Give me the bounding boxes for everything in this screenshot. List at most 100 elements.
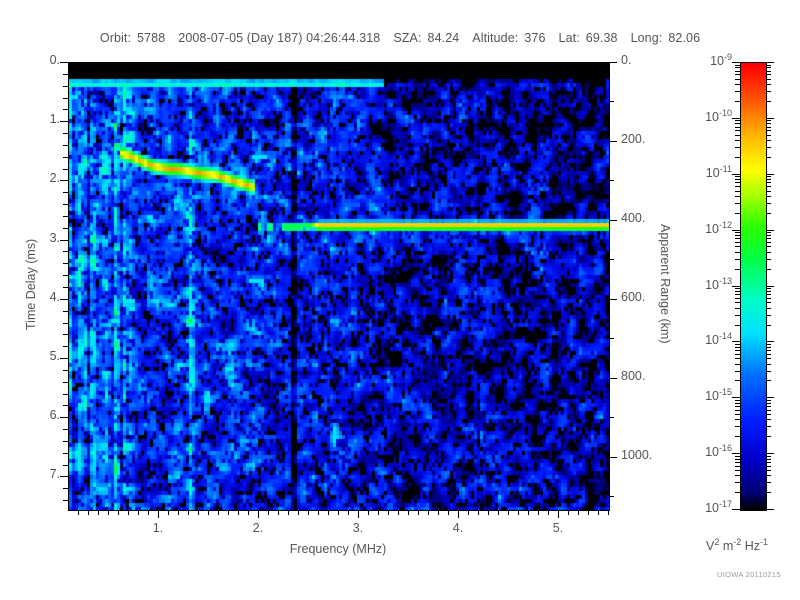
colorbar-minor-tick <box>735 315 740 316</box>
colorbar-tick-label: 10-16 <box>705 443 732 460</box>
colorbar-minor-tick <box>766 470 771 471</box>
colorbar-minor-tick <box>735 191 740 192</box>
x-minor-tick <box>478 510 479 515</box>
y-minor-tick <box>63 334 68 335</box>
colorbar-minor-tick <box>766 364 771 365</box>
longitude-value: 82.06 <box>668 31 701 45</box>
colorbar-major-tick <box>732 174 740 175</box>
x-major-tick <box>258 510 259 518</box>
colorbar-minor-tick <box>766 426 771 427</box>
x-minor-tick <box>438 510 439 515</box>
x-minor-tick <box>598 510 599 515</box>
y-minor-tick <box>63 465 68 466</box>
colorbar-minor-tick <box>735 358 740 359</box>
y2-tick-label: 0. <box>621 53 632 67</box>
colorbar-minor-tick <box>735 135 740 136</box>
x-minor-tick <box>338 510 339 515</box>
colorbar-minor-tick <box>735 426 740 427</box>
colorbar-minor-tick <box>766 140 771 141</box>
colorbar-minor-tick <box>735 414 740 415</box>
colorbar <box>740 62 767 511</box>
colorbar-minor-tick <box>735 294 740 295</box>
y-tick-label: 3. <box>49 231 60 245</box>
sza-value: 84.24 <box>427 31 460 45</box>
x-minor-tick <box>328 510 329 515</box>
y-minor-tick <box>63 370 68 371</box>
colorbar-minor-tick <box>766 291 771 292</box>
colorbar-minor-tick <box>735 65 740 66</box>
observation-header: Orbit: 5788 2008-07-05 (Day 187) 04:26:44.… <box>0 31 800 45</box>
colorbar-major-tick <box>732 230 740 231</box>
latitude-label: Lat: <box>558 31 580 45</box>
x-minor-tick <box>128 510 129 515</box>
colorbar-minor-tick <box>735 291 740 292</box>
x-minor-tick <box>468 510 469 515</box>
colorbar-minor-tick <box>766 232 771 233</box>
colorbar-minor-tick <box>735 84 740 85</box>
colorbar-units: V2 m-2 Hz-1 <box>706 537 769 554</box>
x-minor-tick <box>578 510 579 515</box>
observation-datetime: 2008-07-05 (Day 187) 04:26:44.318 <box>178 31 381 45</box>
y-minor-tick <box>63 169 68 170</box>
colorbar-tick-label: 10-13 <box>705 276 732 293</box>
x-minor-tick <box>318 510 319 515</box>
colorbar-major-tick <box>766 397 774 398</box>
y-minor-tick <box>63 251 68 252</box>
y-minor-tick <box>63 98 68 99</box>
colorbar-tick-label: 10-10 <box>705 108 732 125</box>
colorbar-minor-tick <box>735 344 740 345</box>
x-minor-tick <box>288 510 289 515</box>
y-major-tick <box>60 417 68 418</box>
colorbar-minor-tick <box>735 91 740 92</box>
colorbar-minor-tick <box>735 235 740 236</box>
colorbar-major-tick <box>732 286 740 287</box>
ionogram-plot-area <box>68 62 610 511</box>
colorbar-minor-tick <box>735 371 740 372</box>
x-minor-tick <box>408 510 409 515</box>
x-minor-tick <box>388 510 389 515</box>
colorbar-minor-tick <box>766 347 771 348</box>
colorbar-minor-tick <box>735 308 740 309</box>
y-minor-tick <box>63 228 68 229</box>
colorbar-minor-tick <box>735 67 740 68</box>
colorbar-minor-tick <box>766 179 771 180</box>
colorbar-major-tick <box>732 118 740 119</box>
y2-major-tick <box>609 141 617 142</box>
y-minor-tick <box>63 429 68 430</box>
x-tick-label: 2. <box>252 521 264 535</box>
colorbar-minor-tick <box>735 120 740 121</box>
colorbar-minor-tick <box>766 246 771 247</box>
y-minor-tick <box>63 74 68 75</box>
x-minor-tick <box>588 510 589 515</box>
colorbar-minor-tick <box>735 419 740 420</box>
x-tick-label: 3. <box>352 521 364 535</box>
y2-tick-label: 800. <box>621 369 646 383</box>
colorbar-minor-tick <box>735 364 740 365</box>
colorbar-minor-tick <box>735 456 740 457</box>
colorbar-minor-tick <box>766 371 771 372</box>
x-minor-tick <box>118 510 119 515</box>
x-minor-tick <box>218 510 219 515</box>
y-minor-tick <box>63 109 68 110</box>
y2-tick-label: 600. <box>621 290 646 304</box>
x-minor-tick <box>278 510 279 515</box>
colorbar-minor-tick <box>766 414 771 415</box>
colorbar-minor-tick <box>766 315 771 316</box>
colorbar-canvas <box>741 63 766 510</box>
colorbar-minor-tick <box>735 259 740 260</box>
y-minor-tick <box>63 133 68 134</box>
y2-tick-label: 200. <box>621 132 646 146</box>
y-tick-label: 2. <box>49 171 60 185</box>
colorbar-minor-tick <box>766 79 771 80</box>
colorbar-minor-tick <box>735 475 740 476</box>
colorbar-minor-tick <box>735 232 740 233</box>
x-minor-tick <box>368 510 369 515</box>
x-major-tick <box>158 510 159 518</box>
colorbar-minor-tick <box>766 459 771 460</box>
colorbar-minor-tick <box>735 179 740 180</box>
y2-axis-title: Apparent Range (km) <box>658 223 672 344</box>
colorbar-major-tick <box>766 509 774 510</box>
colorbar-minor-tick <box>735 354 740 355</box>
colorbar-minor-tick <box>766 259 771 260</box>
colorbar-major-tick <box>766 453 774 454</box>
